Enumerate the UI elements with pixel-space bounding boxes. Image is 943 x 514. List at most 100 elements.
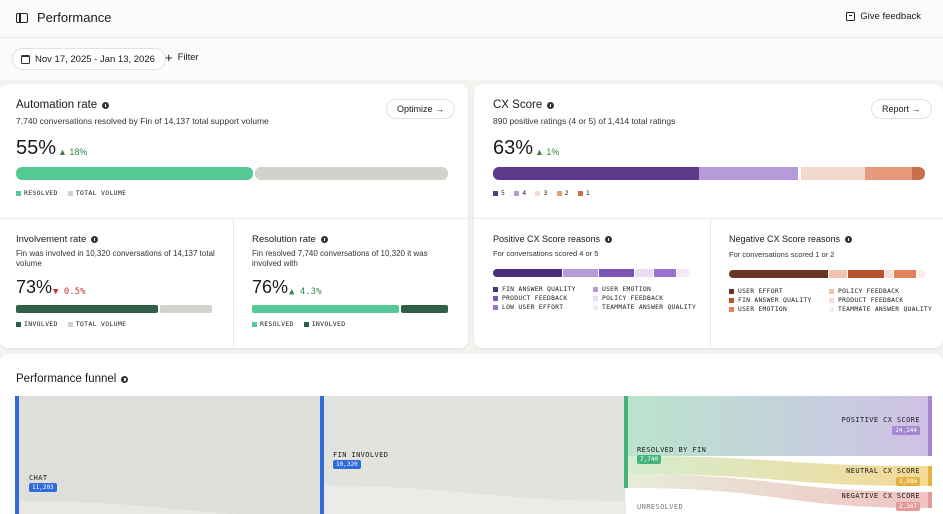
- legend-item-total-volume: TOTAL VOLUME: [67, 320, 127, 328]
- involved-segment: [401, 305, 448, 313]
- legend-item-involved: INVOLVED: [303, 320, 346, 328]
- info-icon[interactable]: [102, 101, 110, 109]
- info-icon[interactable]: [91, 236, 99, 243]
- node-positive-cx: [928, 396, 932, 456]
- reason-segment: [828, 270, 847, 278]
- negative-reasons-title-row: Negative CX Score reasons: [729, 234, 853, 244]
- funnel-chart: [15, 396, 932, 514]
- cx-segment-3: [800, 167, 865, 180]
- reason-legend-item: TEAMMATE ANSWER QUALITY: [829, 306, 939, 313]
- resolution-subtitle: Fin resolved 7,740 conversations of 10,3…: [252, 249, 428, 269]
- flow-resolved-to-negative: [628, 474, 928, 508]
- automation-legend: RESOLVED TOTAL VOLUME: [16, 189, 126, 197]
- involvement-title-row: Involvement rate: [16, 234, 99, 245]
- calendar-icon: [21, 54, 30, 64]
- cx-value: 63%: [493, 137, 534, 159]
- cx-score-bar: [493, 167, 925, 180]
- reason-segment: [677, 269, 691, 277]
- cx-segment-4: [698, 167, 798, 180]
- give-feedback-button[interactable]: Give feedback: [846, 11, 921, 22]
- reason-legend-item: LOW USER EFFORT: [493, 304, 593, 311]
- node-resolved-by-fin: [624, 396, 628, 488]
- reason-legend-item: FIN ANSWER QUALITY: [493, 286, 593, 293]
- add-filter-button[interactable]: + Filter: [165, 50, 199, 65]
- funnel-title-row: Performance funnel: [16, 373, 129, 385]
- automation-delta: ▲ 18%: [58, 147, 88, 157]
- automation-subtitle: 7,740 conversations resolved by Fin of 1…: [16, 116, 269, 126]
- funnel-stage-chat-value: 11,203: [29, 483, 57, 492]
- info-icon[interactable]: [605, 235, 613, 243]
- resolution-value: 76%: [252, 277, 289, 297]
- total-volume-segment: [254, 167, 448, 180]
- resolved-segment: [16, 167, 253, 180]
- reason-legend-item: FIN ANSWER QUALITY: [729, 297, 829, 304]
- cx-segment-2: [864, 167, 913, 180]
- cx-legend-item-5: 5: [493, 189, 505, 197]
- reason-segment: [884, 270, 894, 278]
- cx-legend-item-3: 3: [535, 189, 547, 197]
- resolution-delta: ▲ 4.3%: [289, 287, 322, 297]
- negative-reasons-bar: [729, 270, 926, 278]
- reason-legend-item: USER EMOTION: [729, 306, 829, 313]
- flow-resolved-to-neutral: [628, 456, 928, 486]
- info-icon[interactable]: [845, 235, 853, 243]
- funnel-outcome-neutral-value: 3,986: [895, 477, 920, 486]
- funnel-stage-fin-involved-value: 10,320: [333, 460, 361, 469]
- funnel-outcome-negative-value: 2,187: [895, 502, 920, 511]
- involvement-delta-value: 0.5%: [63, 287, 86, 297]
- cx-title: CX Score: [493, 99, 543, 111]
- info-icon[interactable]: [547, 101, 555, 109]
- cx-segment-5: [493, 167, 699, 180]
- info-icon[interactable]: [320, 236, 328, 243]
- involvement-delta: ▼ 0.5%: [53, 287, 86, 297]
- automation-title: Automation rate: [16, 99, 98, 111]
- automation-title-row: Automation rate: [16, 99, 110, 111]
- resolution-bar: [252, 305, 448, 313]
- reason-legend-item: POLICY FEEDBACK: [829, 288, 939, 295]
- node-fin-involved: [320, 396, 324, 514]
- reason-segment: [894, 270, 917, 278]
- reason-segment: [847, 270, 884, 278]
- funnel-outcome-neutral: NEUTRAL CX SCORE: [846, 467, 920, 475]
- negative-reasons-legend: USER EFFORT POLICY FEEDBACK FIN ANSWER QUA…: [729, 288, 939, 313]
- negative-reasons-subtitle: For conversations scored 1 or 2: [729, 250, 835, 259]
- reason-segment: [654, 269, 677, 277]
- funnel-stage-fin-involved: FIN INVOLVED: [333, 451, 389, 459]
- flow-involved-to-unresolved: [323, 486, 626, 514]
- positive-reasons-title-row: Positive CX Score reasons: [493, 234, 613, 244]
- funnel-outcome-positive: POSITIVE CX SCORE: [841, 416, 920, 424]
- cx-score-card: CX Score 890 positive ratings (4 or 5) o…: [474, 84, 943, 348]
- reason-segment: [493, 269, 563, 277]
- filter-label: Filter: [177, 52, 199, 63]
- cx-legend-item-4: 4: [514, 189, 526, 197]
- automation-delta-value: 18%: [69, 147, 88, 157]
- cx-legend-item-2: 2: [556, 189, 569, 197]
- resolution-title-row: Resolution rate: [252, 234, 328, 245]
- flow-chat-dropoff: [18, 501, 241, 514]
- node-neutral-cx: [928, 466, 932, 486]
- involvement-bar: [16, 305, 212, 313]
- funnel-stage-resolved-value: 7,740: [637, 455, 662, 464]
- sidebar-toggle-icon[interactable]: [16, 13, 28, 23]
- flow-resolved-to-positive: [628, 396, 928, 456]
- resolved-segment: [252, 305, 400, 313]
- node-chat: [15, 396, 19, 514]
- reason-segment: [634, 269, 654, 277]
- info-icon[interactable]: [121, 375, 129, 383]
- funnel-stage-resolved: RESOLVED BY FIN: [637, 446, 707, 454]
- involved-segment: [16, 305, 158, 313]
- flow-chat-to-involved: [18, 396, 320, 514]
- report-button[interactable]: Report →: [871, 99, 932, 119]
- cx-title-row: CX Score: [493, 99, 555, 111]
- reason-legend-item: POLICY FEEDBACK: [593, 295, 703, 302]
- feedback-icon: [846, 12, 856, 21]
- involvement-value: 73%: [16, 277, 53, 297]
- plus-icon: +: [165, 50, 173, 65]
- optimize-button[interactable]: Optimize →: [386, 99, 456, 119]
- reason-legend-item: PRODUCT FEEDBACK: [829, 297, 939, 304]
- date-range-picker[interactable]: Nov 17, 2025 - Jan 13, 2026: [12, 48, 166, 70]
- cx-legend-item-1: 1: [577, 189, 590, 197]
- funnel-stage-unresolved: UNRESOLVED: [637, 503, 684, 511]
- reason-legend-item: TEAMMATE ANSWER QUALITY: [593, 304, 703, 311]
